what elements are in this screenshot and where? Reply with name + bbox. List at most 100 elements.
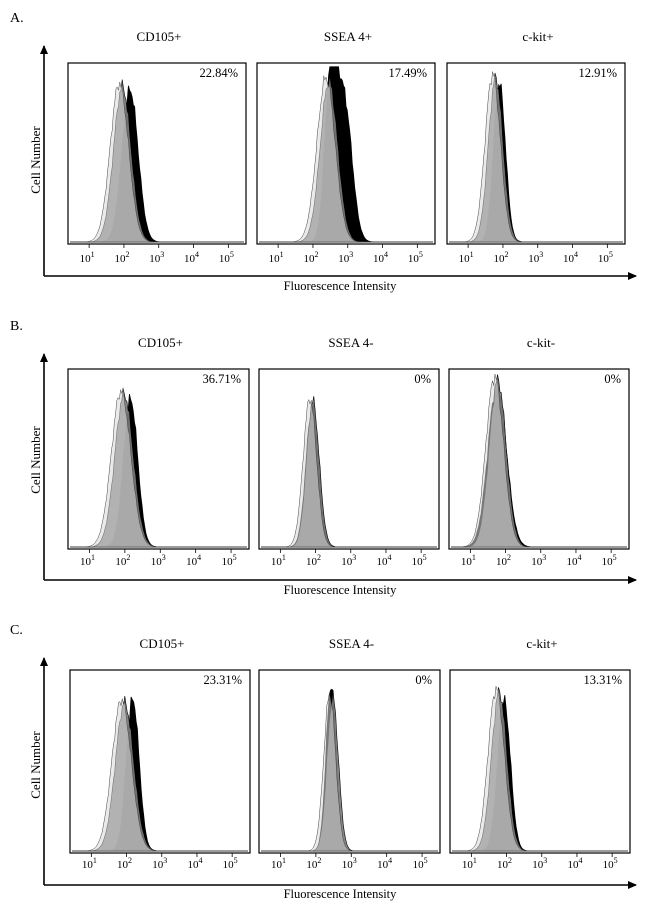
x-tick-label: 102 bbox=[493, 250, 508, 265]
panel-2: B. Cell Number Fluorescence Intensity CD105… bbox=[10, 319, 637, 597]
isotype-overlay bbox=[451, 373, 627, 548]
x-tick-label: 102 bbox=[497, 856, 512, 871]
plot-title: CD105+ bbox=[138, 335, 183, 350]
plot-frame bbox=[448, 368, 630, 550]
x-tick-label: 101 bbox=[80, 250, 95, 265]
isotype-overlay bbox=[261, 693, 438, 852]
percent-label: 23.31% bbox=[203, 673, 242, 687]
plot-title: CD105+ bbox=[140, 636, 185, 651]
x-tick-label: 102 bbox=[117, 856, 132, 871]
x-tick-label: 103 bbox=[338, 250, 353, 265]
histogram-plot: SSEA 4- 0% 101 102 103 104 105 bbox=[258, 335, 440, 568]
plot-frame bbox=[69, 669, 251, 854]
x-tick-label: 101 bbox=[271, 856, 286, 871]
x-tick-label: 101 bbox=[459, 250, 474, 265]
x-tick-label: 101 bbox=[82, 856, 97, 871]
x-tick-label: 103 bbox=[152, 856, 167, 871]
plot-title: SSEA 4- bbox=[329, 636, 374, 651]
histogram-plot: CD105+ 36.71% 101 102 103 104 105 bbox=[67, 335, 250, 568]
x-tick-label: 104 bbox=[377, 856, 392, 871]
x-tick-label: 102 bbox=[303, 250, 318, 265]
isotype-overlay bbox=[72, 698, 248, 852]
histogram-plot: CD105+ 23.31% 101 102 103 104 105 bbox=[69, 636, 251, 871]
plot-frame bbox=[67, 368, 250, 550]
x-tick-label: 101 bbox=[462, 856, 477, 871]
isotype-overlay bbox=[70, 81, 244, 243]
percent-label: 13.31% bbox=[583, 673, 622, 687]
percent-label: 12.91% bbox=[578, 66, 617, 80]
x-tick-label: 104 bbox=[566, 553, 581, 568]
plot-title: SSEA 4+ bbox=[324, 29, 372, 44]
isotype-overlay bbox=[259, 75, 433, 243]
x-tick-label: 102 bbox=[496, 553, 511, 568]
histogram-plot: CD105+ 22.84% 101 102 103 104 105 bbox=[67, 29, 247, 265]
x-tick-label: 104 bbox=[563, 250, 578, 265]
x-tick-label: 102 bbox=[306, 553, 321, 568]
percent-label: 0% bbox=[604, 372, 621, 386]
x-tick-label: 103 bbox=[342, 856, 357, 871]
x-tick-label: 105 bbox=[413, 856, 428, 871]
x-tick-label: 104 bbox=[184, 250, 199, 265]
x-tick-label: 103 bbox=[341, 553, 356, 568]
histogram-plot: c-kit+ 13.31% 101 102 103 104 105 bbox=[449, 636, 631, 871]
panel-3: C. Cell Number Fluorescence Intensity CD105… bbox=[10, 623, 637, 901]
x-tick-label: 105 bbox=[223, 856, 238, 871]
x-tick-label: 102 bbox=[306, 856, 321, 871]
plot-frame bbox=[446, 62, 626, 245]
histogram-plot: c-kit+ 12.91% 101 102 103 104 105 bbox=[446, 29, 626, 265]
panel-1: A. Cell Number Fluorescence Intensity CD105… bbox=[10, 11, 637, 293]
x-tick-label: 102 bbox=[115, 553, 130, 568]
x-tick-label: 105 bbox=[219, 250, 234, 265]
x-tick-label: 104 bbox=[376, 553, 391, 568]
x-tick-label: 103 bbox=[528, 250, 543, 265]
plot-title: c-kit- bbox=[527, 335, 555, 350]
x-tick-label: 105 bbox=[408, 250, 423, 265]
percent-label: 0% bbox=[414, 372, 431, 386]
x-axis-title: Fluorescence Intensity bbox=[284, 279, 398, 293]
panel-label: C. bbox=[10, 623, 23, 638]
x-tick-label: 101 bbox=[80, 553, 95, 568]
x-tick-label: 101 bbox=[269, 250, 284, 265]
x-tick-label: 103 bbox=[149, 250, 164, 265]
x-tick-label: 105 bbox=[412, 553, 427, 568]
histogram-plot: SSEA 4- 0% 101 102 103 104 105 bbox=[258, 636, 441, 871]
x-axis-title: Fluorescence Intensity bbox=[284, 583, 398, 597]
plot-title: CD105+ bbox=[137, 29, 182, 44]
x-tick-label: 105 bbox=[603, 856, 618, 871]
x-tick-label: 105 bbox=[222, 553, 237, 568]
x-tick-label: 103 bbox=[151, 553, 166, 568]
x-tick-label: 104 bbox=[373, 250, 388, 265]
x-tick-label: 105 bbox=[602, 553, 617, 568]
isotype-overlay bbox=[70, 387, 247, 548]
isotype-overlay bbox=[452, 686, 628, 852]
x-tick-label: 102 bbox=[114, 250, 129, 265]
x-tick-label: 105 bbox=[598, 250, 613, 265]
y-axis-title: Cell Number bbox=[28, 126, 43, 194]
panel-label: B. bbox=[10, 319, 23, 334]
percent-label: 17.49% bbox=[388, 66, 427, 80]
percent-label: 0% bbox=[415, 673, 432, 687]
x-tick-label: 103 bbox=[532, 856, 547, 871]
isotype-overlay bbox=[261, 398, 437, 548]
y-axis-title: Cell Number bbox=[28, 731, 43, 799]
x-tick-label: 101 bbox=[271, 553, 286, 568]
x-axis-title: Fluorescence Intensity bbox=[284, 887, 398, 901]
x-tick-label: 104 bbox=[567, 856, 582, 871]
isotype-overlay bbox=[449, 71, 623, 243]
plot-frame bbox=[258, 669, 441, 854]
x-tick-label: 103 bbox=[531, 553, 546, 568]
panel-label: A. bbox=[10, 11, 24, 26]
histogram-plot: c-kit- 0% 101 102 103 104 105 bbox=[448, 335, 630, 568]
percent-label: 36.71% bbox=[202, 372, 241, 386]
x-tick-label: 101 bbox=[461, 553, 476, 568]
histogram-plot: SSEA 4+ 17.49% 101 102 103 104 105 bbox=[256, 29, 436, 265]
x-tick-label: 104 bbox=[186, 553, 201, 568]
x-tick-label: 104 bbox=[187, 856, 202, 871]
plot-frame bbox=[258, 368, 440, 550]
plot-frame bbox=[449, 669, 631, 854]
plot-title: c-kit+ bbox=[522, 29, 553, 44]
y-axis-title: Cell Number bbox=[28, 426, 43, 494]
percent-label: 22.84% bbox=[199, 66, 238, 80]
plot-frame bbox=[67, 62, 247, 245]
